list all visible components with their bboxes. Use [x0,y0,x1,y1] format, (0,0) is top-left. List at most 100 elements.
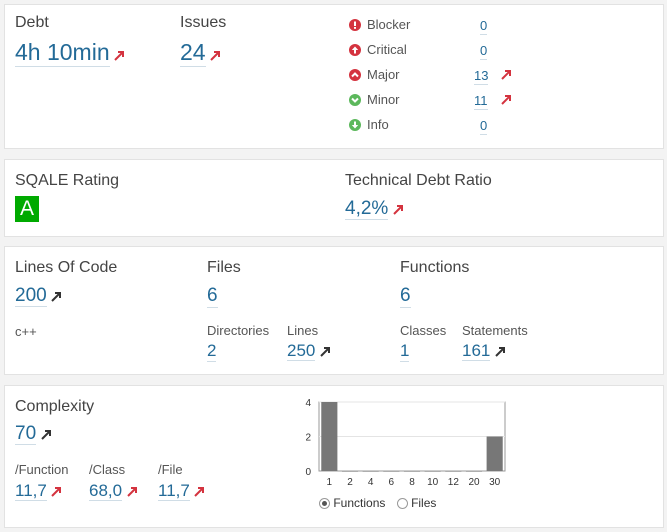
y-tick-label: 0 [305,467,311,478]
trend-up-icon [51,292,62,302]
distribution-toggle: Functions Files [319,496,436,510]
x-tick-label: 1 [327,477,333,488]
severity-count[interactable]: 11 [474,93,488,110]
x-tick-label: 20 [468,477,480,488]
trend-up-icon [501,70,511,80]
issues-value-wrap: 24 [180,38,221,67]
bar-2 [341,471,359,472]
bar-8 [403,471,421,472]
issues-label: Issues [180,14,227,31]
debt-label: Debt [15,14,49,31]
lines-value-wrap: 250 [287,341,331,361]
complexity-label: Complexity [15,398,95,415]
trend-up-icon [393,205,403,215]
statements-value[interactable]: 161 [462,341,491,361]
trend-up-icon [51,487,62,497]
blocker-icon [349,19,361,31]
x-tick-label: 8 [409,477,415,488]
directories-label: Directories [207,323,270,338]
debt-value[interactable]: 4h 10min [15,39,110,67]
info-icon [349,119,361,131]
severity-row-major: Major 13 [349,67,529,85]
functions-radio-label[interactable]: Functions [333,496,386,510]
severity-label: Blocker [367,17,411,32]
trend-up-icon [126,487,137,497]
x-tick-label: 6 [389,477,395,488]
severity-row-minor: Minor 11 [349,92,529,110]
complexity-value-wrap: 70 [15,422,52,445]
functions-label: Functions [400,259,470,276]
issues-value[interactable]: 24 [180,39,206,67]
severity-label: Critical [367,42,407,57]
sqale-rating-label: SQALE Rating [15,172,120,189]
loc-value[interactable]: 200 [15,285,47,307]
loc-label: Lines Of Code [15,259,118,276]
debt-ratio-label: Technical Debt Ratio [345,172,492,189]
trend-up-icon [210,51,221,61]
x-tick-label: 2 [347,477,353,488]
statements-value-wrap: 161 [462,341,506,361]
sqale-rating-badge[interactable]: A [15,196,39,222]
x-tick-label: 12 [448,477,460,488]
severity-label: Major [367,67,400,82]
per-class-value[interactable]: 68,0 [89,481,123,501]
debt-ratio-value[interactable]: 4,2% [345,198,389,220]
trend-up-icon [194,487,205,497]
severity-label: Minor [367,92,400,107]
minor-icon [349,94,361,106]
x-tick-label: 30 [489,477,501,488]
lines-value[interactable]: 250 [287,341,316,361]
language-label: c++ [15,324,37,339]
per-function-value[interactable]: 11,7 [15,481,47,501]
per-function-label: /Function [15,462,69,477]
severity-count[interactable]: 13 [474,68,489,85]
lines-label: Lines [287,323,319,338]
major-icon [349,69,361,81]
bar-10 [424,471,441,472]
debt-value-wrap: 4h 10min [15,38,125,67]
severity-row-critical: Critical 0 [349,42,509,60]
statements-label: Statements [462,323,528,338]
size-panel: Lines Of Code 200 c++ Files 6 Directorie… [4,246,664,375]
debt-issues-panel: Debt 4h 10min Issues 24 Blocker 0 Critic… [4,4,664,149]
complexity-panel: Complexity 70 /Function 11,7 /Class 68,0… [4,385,664,528]
per-file-value[interactable]: 11,7 [158,481,190,501]
bar-20 [465,471,483,472]
directories-value[interactable]: 2 [207,341,217,362]
per-file-label: /File [158,462,183,477]
severity-count[interactable]: 0 [480,43,488,60]
bar-1 [321,402,338,471]
trend-up-icon [320,347,330,357]
x-tick-label: 10 [427,477,439,488]
critical-icon [349,44,361,56]
severity-count[interactable]: 0 [480,18,488,35]
files-value[interactable]: 6 [207,285,218,308]
severity-row-blocker: Blocker 0 [349,17,509,35]
functions-value[interactable]: 6 [400,285,411,308]
y-tick-label: 4 [305,398,311,409]
files-label: Files [207,259,241,276]
classes-label: Classes [400,323,447,338]
per-file-wrap: 11,7 [158,481,205,501]
sqale-panel: SQALE Rating A Technical Debt Ratio 4,2% [4,159,664,237]
trend-up-icon [495,347,505,357]
bar-12 [445,471,462,472]
trend-up-icon [501,95,511,105]
debt-ratio-wrap: 4,2% [345,197,404,220]
files-radio-label[interactable]: Files [411,496,437,510]
files-radio[interactable] [396,498,408,510]
bar-30 [486,436,503,471]
severity-count[interactable]: 0 [480,118,488,135]
y-tick-label: 2 [305,433,311,444]
trend-up-icon [40,430,51,440]
classes-value[interactable]: 1 [400,341,410,362]
complexity-value[interactable]: 70 [15,423,37,445]
loc-value-wrap: 200 [15,284,62,307]
bar-6 [383,471,400,472]
per-class-label: /Class [89,462,126,477]
per-class-wrap: 68,0 [89,481,138,501]
bar-4 [362,471,379,472]
functions-radio[interactable] [319,498,330,510]
severity-label: Info [367,117,389,132]
